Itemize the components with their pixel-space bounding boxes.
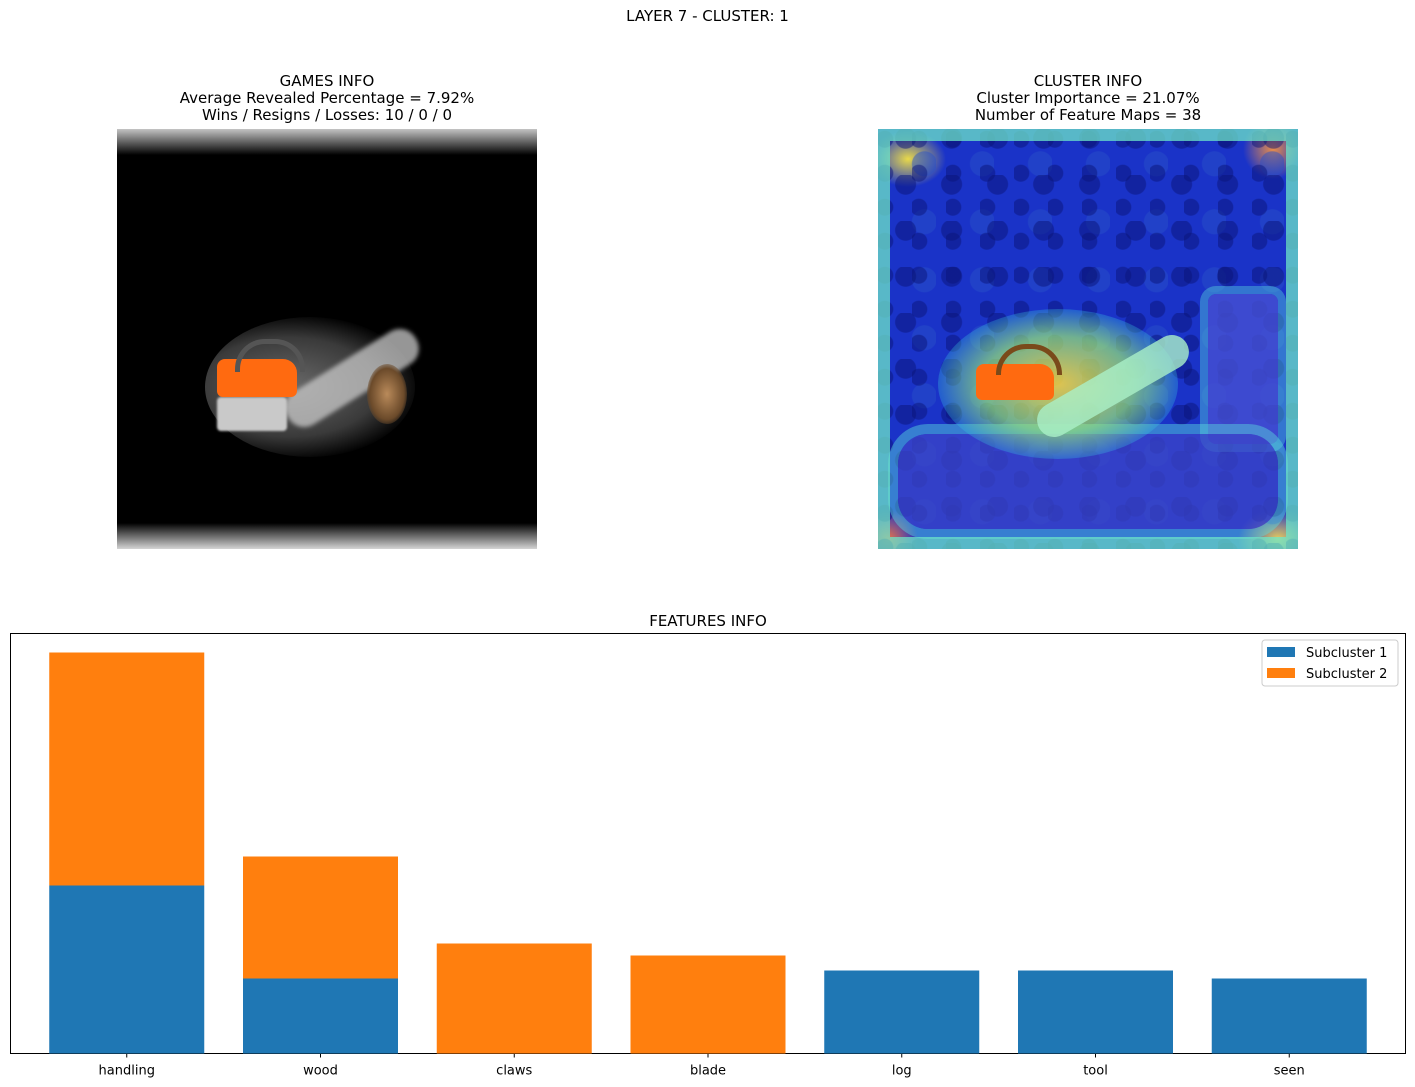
plot-frame (10, 633, 1406, 1054)
x-tick-label: tool (1083, 1064, 1108, 1079)
legend-box (1261, 639, 1399, 687)
bar-log-1 (824, 970, 980, 1054)
x-tick-label: log (892, 1064, 912, 1079)
cluster-heatmap-image (878, 129, 1298, 549)
bar-handling-1 (49, 885, 205, 1054)
games-info-revealed: Average Revealed Percentage = 7.92% (179, 89, 475, 107)
legend-label-2: Subcluster 2 (1306, 667, 1387, 682)
bar-claws-2 (436, 943, 592, 1054)
legend-swatch-1 (1267, 647, 1295, 657)
chainsaw-base (217, 397, 287, 431)
bar-tool-1 (1018, 970, 1173, 1054)
cluster-info-heading: CLUSTER INFO (1033, 72, 1143, 90)
x-tick-label: seen (1274, 1064, 1305, 1079)
cluster-info-title: CLUSTER INFO Cluster Importance = 21.07%… (878, 73, 1298, 124)
stump-fragment (367, 364, 407, 424)
cluster-info-feature-maps: Number of Feature Maps = 38 (974, 106, 1202, 124)
x-ticks-group: handling wood claws blade log tool seen (99, 1053, 1305, 1079)
bars-group (49, 652, 1367, 1054)
cluster-info-importance: Cluster Importance = 21.07% (976, 89, 1200, 107)
masked-chainsaw-image (117, 129, 537, 549)
games-info-heading: GAMES INFO (279, 72, 375, 90)
games-info-results: Wins / Resigns / Losses: 10 / 0 / 0 (201, 106, 453, 124)
image-edge-top (117, 129, 537, 155)
legend-label-1: Subcluster 1 (1306, 646, 1387, 661)
features-info-title: FEATURES INFO (649, 612, 767, 630)
x-tick-label: claws (496, 1064, 532, 1079)
heatmap-border (878, 129, 1298, 549)
x-tick-label: wood (303, 1064, 338, 1079)
image-edge-bottom (117, 523, 537, 549)
bar-wood-2 (243, 856, 398, 979)
bar-blade-2 (630, 955, 786, 1054)
legend: Subcluster 1 Subcluster 2 (1261, 639, 1399, 687)
bar-wood-1 (243, 978, 398, 1054)
figure-title: LAYER 7 - CLUSTER: 1 (626, 7, 789, 25)
games-info-title: GAMES INFO Average Revealed Percentage =… (117, 73, 537, 124)
bar-seen-1 (1211, 978, 1367, 1054)
legend-swatch-2 (1267, 668, 1295, 678)
bar-handling-2 (49, 652, 205, 886)
heatmap-stump (1208, 294, 1278, 444)
x-tick-label: blade (690, 1064, 726, 1079)
x-tick-label: handling (99, 1064, 155, 1079)
